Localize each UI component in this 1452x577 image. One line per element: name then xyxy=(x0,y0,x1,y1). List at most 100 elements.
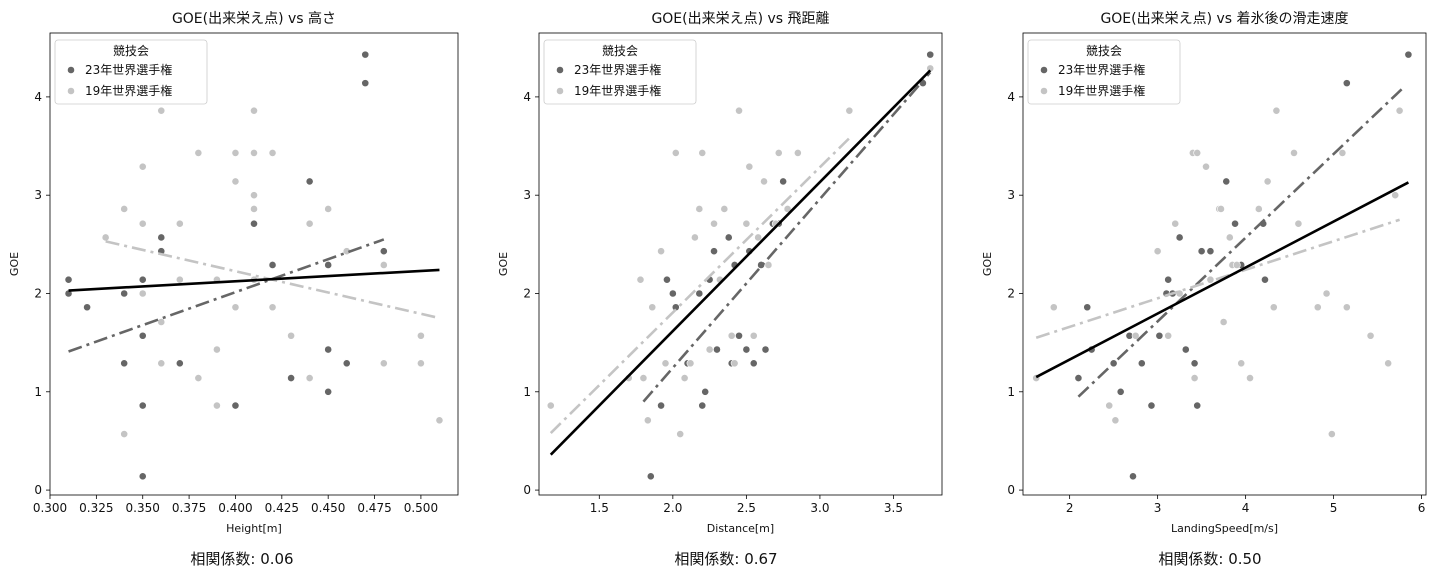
data-point xyxy=(120,205,129,213)
legend-entry: 23年世界選手権 xyxy=(85,62,172,77)
data-point xyxy=(1261,275,1269,284)
chart-panel-distance: GOE(出来栄え点) vs 飛距離 1.5 2.0 2.5 3.0 3.5 0 1 2 3 4 Dis… xyxy=(484,0,968,577)
data-point xyxy=(1290,149,1298,157)
data-point xyxy=(175,275,184,284)
data-point xyxy=(701,387,710,396)
data-point xyxy=(1254,205,1263,213)
legend-entry: 23年世界選手権 xyxy=(574,62,661,77)
x-axis-label: Distance[m] xyxy=(707,522,774,535)
legend-marker xyxy=(67,66,75,74)
data-point xyxy=(305,374,314,382)
data-point xyxy=(1231,219,1239,228)
data-point xyxy=(1237,359,1246,368)
data-point xyxy=(1327,430,1336,438)
data-point xyxy=(1232,261,1241,269)
x-axis-label: Height[m] xyxy=(226,522,282,535)
data-point xyxy=(101,233,110,242)
data-point xyxy=(83,303,91,312)
y-tick-label: 1 xyxy=(1007,385,1015,399)
y-tick-label: 0 xyxy=(1007,483,1015,497)
data-point xyxy=(1217,205,1225,213)
x-tick-label: 0.325 xyxy=(79,501,113,515)
data-point xyxy=(845,106,854,115)
data-point xyxy=(342,359,351,368)
series-trendline xyxy=(1035,218,1401,339)
data-point xyxy=(250,205,258,213)
data-point xyxy=(1342,303,1351,312)
scatter-chart-landing-speed: GOE(出来栄え点) vs 着氷後の滑走速度 2 3 4 5 6 0 1 2 3 4 LandingS… xyxy=(981,10,1427,535)
data-point xyxy=(417,359,425,368)
data-point xyxy=(1131,331,1140,340)
x-tick-label: 2 xyxy=(1066,501,1074,515)
legend-title: 競技会 xyxy=(1086,43,1122,58)
plot-frame xyxy=(49,32,459,496)
y-axis-label: GOE xyxy=(981,252,994,276)
data-point xyxy=(1395,106,1404,115)
data-point xyxy=(761,345,770,354)
correlation-label: 相関係数: 0.06 xyxy=(190,550,294,568)
data-point xyxy=(1202,162,1210,171)
y-tick-label: 1 xyxy=(523,385,531,399)
data-point xyxy=(324,261,333,269)
data-point xyxy=(1225,233,1234,242)
data-point xyxy=(287,374,295,382)
data-point xyxy=(1222,177,1231,186)
data-point xyxy=(1193,149,1202,157)
y-tick-label: 4 xyxy=(1007,90,1015,104)
data-point xyxy=(698,401,707,410)
data-point xyxy=(157,233,166,242)
x-tick-label: 3.5 xyxy=(884,501,903,515)
legend-box xyxy=(54,39,208,105)
data-point xyxy=(720,205,729,213)
data-point xyxy=(1074,374,1083,382)
data-point xyxy=(379,261,388,269)
data-point xyxy=(1338,149,1347,157)
x-tick-label: 0.400 xyxy=(218,501,252,515)
data-point xyxy=(760,177,768,186)
correlation-label: 相関係数: 0.50 xyxy=(1158,550,1262,568)
data-point xyxy=(138,289,147,298)
legend-marker xyxy=(1040,87,1048,95)
data-point xyxy=(1384,359,1393,368)
y-tick-label: 2 xyxy=(34,286,42,300)
data-point xyxy=(1049,303,1058,312)
data-point xyxy=(250,219,258,228)
chart-title: GOE(出来栄え点) vs 高さ xyxy=(172,10,336,27)
data-point xyxy=(361,50,370,59)
data-point xyxy=(926,50,935,59)
data-point xyxy=(1083,303,1092,312)
data-point xyxy=(1164,331,1173,340)
legend-marker xyxy=(1040,66,1048,74)
data-point xyxy=(724,233,733,242)
legend-title: 競技会 xyxy=(602,43,638,58)
data-point xyxy=(435,416,444,425)
data-point xyxy=(710,219,718,228)
data-point xyxy=(120,289,129,298)
data-point xyxy=(1181,345,1190,354)
data-point xyxy=(1294,219,1303,228)
data-point xyxy=(1137,359,1146,368)
data-point xyxy=(194,149,203,157)
data-point xyxy=(1129,472,1137,481)
y-tick-label: 2 xyxy=(1007,286,1015,300)
data-point xyxy=(735,331,743,340)
data-point xyxy=(231,401,240,410)
data-point xyxy=(774,149,783,157)
data-point xyxy=(194,374,203,382)
legend-box xyxy=(1027,39,1181,105)
data-point xyxy=(157,359,166,368)
legend-box xyxy=(543,39,697,105)
data-point xyxy=(1190,359,1199,368)
data-point xyxy=(138,331,147,340)
legend-title: 競技会 xyxy=(113,43,149,58)
data-point xyxy=(120,359,129,368)
data-point xyxy=(138,401,147,410)
y-axis-label: GOE xyxy=(8,252,21,276)
legend: 競技会 23年世界選手権 19年世界選手権 xyxy=(54,39,208,105)
data-point xyxy=(324,387,333,396)
data-point xyxy=(231,149,240,157)
data-point xyxy=(361,79,370,88)
y-tick-label: 4 xyxy=(523,90,531,104)
data-point xyxy=(705,345,714,354)
data-point xyxy=(1175,233,1184,242)
